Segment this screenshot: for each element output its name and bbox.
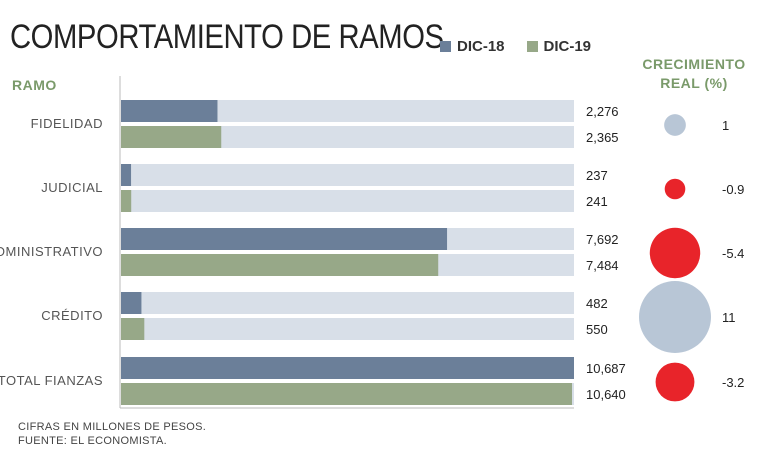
bar-judicial-dic19: [121, 190, 132, 212]
legend-swatch-dic18: [440, 41, 451, 52]
value-label-administrativo-dic18: 7,692: [586, 232, 619, 247]
footer: CIFRAS EN MILLONES DE PESOS. FUENTE: EL …: [18, 420, 206, 448]
growth-bubble-administrativo: [649, 227, 701, 279]
bar-credito-dic18: [121, 292, 142, 314]
growth-label-judicial: -0.9: [722, 182, 744, 197]
growth-label-total-fianzas: -3.2: [722, 375, 744, 390]
bar-administrativo-dic19: [121, 254, 439, 276]
legend-label-dic19: DIC-19: [543, 38, 592, 55]
bar-total-fianzas-dic19: [121, 383, 573, 405]
bar-track-fidelidad-dic19: [121, 126, 574, 148]
growth-bubble-total-fianzas: [655, 362, 695, 402]
bar-fidelidad-dic19: [121, 126, 222, 148]
category-label-administrativo: ADMINISTRATIVO: [0, 244, 103, 259]
category-label-fidelidad: FIDELIDAD: [31, 116, 103, 131]
growth-label-fidelidad: 1: [722, 118, 729, 133]
chart-title: COMPORTAMIENTO DE RAMOS: [10, 18, 444, 56]
value-label-total-fianzas-dic19: 10,640: [586, 387, 626, 402]
value-label-total-fianzas-dic18: 10,687: [586, 361, 626, 376]
growth-label-credito: 11: [722, 310, 736, 325]
category-label-credito: CRÉDITO: [41, 308, 103, 323]
bar-track-fidelidad-dic18: [121, 100, 574, 122]
legend-swatch-dic19: [526, 41, 538, 52]
legend-label-dic18: DIC-18: [457, 38, 505, 55]
growth-bubble-credito: [639, 281, 711, 353]
value-label-judicial-dic19: 241: [586, 194, 608, 209]
bar-track-credito-dic19: [121, 318, 574, 340]
value-label-judicial-dic18: 237: [586, 168, 608, 183]
category-label-judicial: JUDICIAL: [41, 180, 103, 195]
bar-track-judicial-dic18: [121, 164, 574, 186]
bar-fidelidad-dic18: [121, 100, 218, 122]
growth-bubble-judicial: [664, 178, 686, 200]
category-label-total-fianzas: TOTAL FIANZAS: [0, 373, 103, 388]
value-label-credito-dic19: 550: [586, 322, 608, 337]
value-label-fidelidad-dic19: 2,365: [586, 130, 619, 145]
value-label-administrativo-dic19: 7,484: [586, 258, 619, 273]
legend-item-dic18: DIC-18: [440, 38, 505, 55]
growth-header-line2: REAL (%): [660, 75, 728, 91]
footer-note: CIFRAS EN MILLONES DE PESOS.: [18, 421, 207, 433]
legend-item-dic19: DIC-19: [526, 38, 592, 55]
value-label-fidelidad-dic18: 2,276: [586, 104, 619, 119]
growth-label-administrativo: -5.4: [722, 246, 744, 261]
bar-administrativo-dic18: [121, 228, 448, 250]
value-label-credito-dic18: 482: [586, 296, 608, 311]
legend: DIC-18 DIC-19: [440, 38, 613, 55]
bar-track-judicial-dic19: [121, 190, 574, 212]
bar-credito-dic19: [121, 318, 145, 340]
growth-header-line1: CRECIMIENTO: [642, 56, 746, 72]
growth-bubble-fidelidad: [664, 114, 686, 136]
bar-judicial-dic18: [121, 164, 132, 186]
growth-header: CRECIMIENTO REAL (%): [628, 55, 760, 93]
bar-track-credito-dic18: [121, 292, 574, 314]
bar-total-fianzas-dic18: [121, 357, 574, 379]
footer-source: FUENTE: EL ECONOMISTA.: [18, 435, 168, 447]
ramo-header: RAMO: [12, 77, 57, 93]
